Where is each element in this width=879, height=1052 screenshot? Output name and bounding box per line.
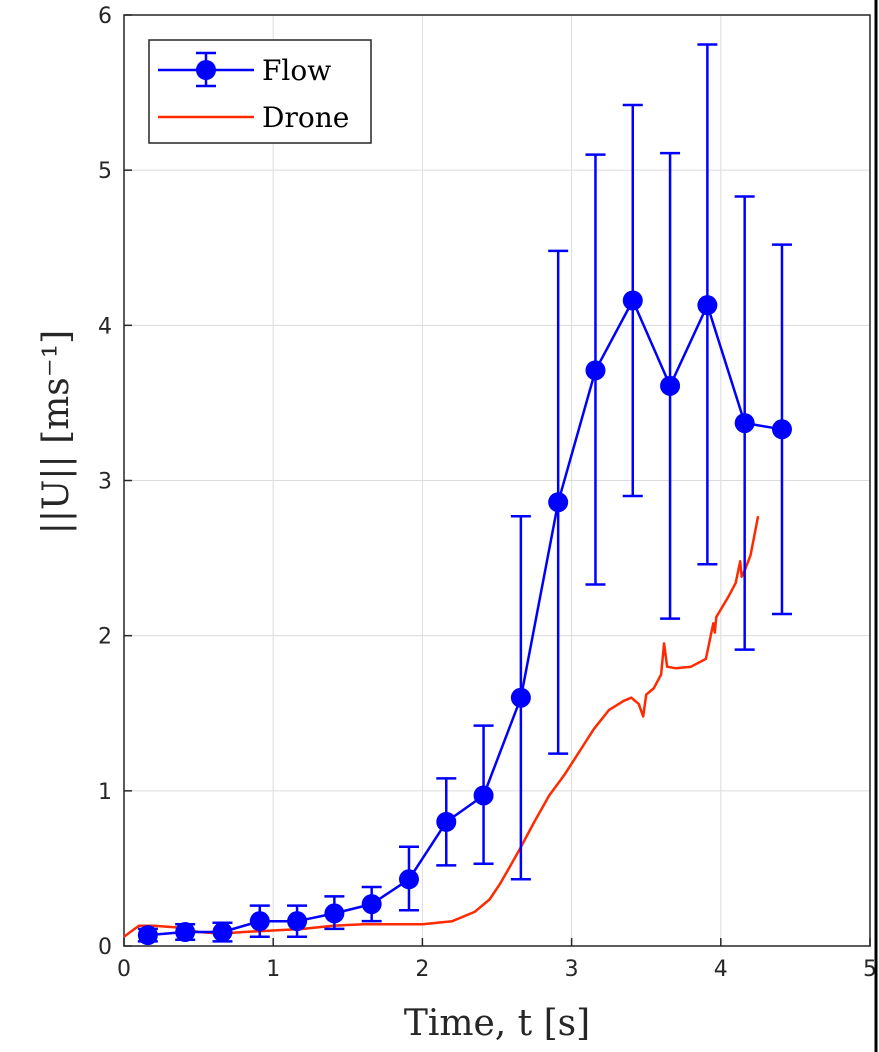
flow-data-point — [212, 922, 233, 943]
ticks: 0 1 2 3 4 5 0 1 2 3 4 5 6 — [98, 4, 877, 982]
legend-entry-flow: Flow — [158, 51, 331, 88]
flow-data-point — [510, 687, 531, 708]
grid — [124, 15, 870, 946]
legend-drone-label: Drone — [262, 101, 349, 134]
x-tick-label: 5 — [863, 957, 877, 982]
flow-data-point — [398, 869, 419, 890]
x-tick-label: 2 — [415, 957, 429, 982]
legend-flow-marker — [196, 60, 216, 80]
legend-flow-label: Flow — [262, 54, 331, 87]
y-tick-label: 2 — [98, 625, 112, 650]
flow-data-point — [137, 925, 158, 946]
flow-data-point — [436, 811, 457, 832]
flow-data-point — [697, 295, 718, 316]
legend-entry-drone: Drone — [158, 101, 349, 134]
legend: Flow Drone — [148, 39, 372, 144]
legend-box — [148, 39, 372, 144]
flow-data-point — [175, 922, 196, 943]
x-axis-label: Time, t [s] — [404, 1003, 590, 1044]
flow-data-point — [473, 785, 494, 806]
flow-data-point — [660, 375, 681, 396]
flow-data-point — [249, 911, 270, 932]
y-tick-label: 3 — [98, 470, 112, 495]
x-tick-label: 0 — [117, 957, 131, 982]
flow-data-point — [585, 360, 606, 381]
x-tick-label: 1 — [266, 957, 280, 982]
flow-data-point — [287, 911, 308, 932]
y-tick-label: 1 — [98, 780, 112, 805]
y-tick-label: 4 — [98, 314, 112, 339]
y-tick-label: 5 — [98, 159, 112, 184]
flow-data-point — [622, 290, 643, 311]
flow-data-point — [548, 492, 569, 513]
flow-data-point — [771, 419, 792, 440]
y-tick-label: 6 — [98, 4, 112, 29]
y-tick-label: 0 — [98, 935, 112, 960]
flow-data-point — [361, 894, 382, 915]
x-tick-label: 4 — [714, 957, 728, 982]
flow-data-point — [324, 903, 345, 924]
x-tick-label: 3 — [565, 957, 579, 982]
y-axis-label: ||U|| [ms⁻¹] — [36, 330, 77, 534]
series-layer — [123, 43, 792, 946]
flow-data-point — [734, 413, 755, 434]
